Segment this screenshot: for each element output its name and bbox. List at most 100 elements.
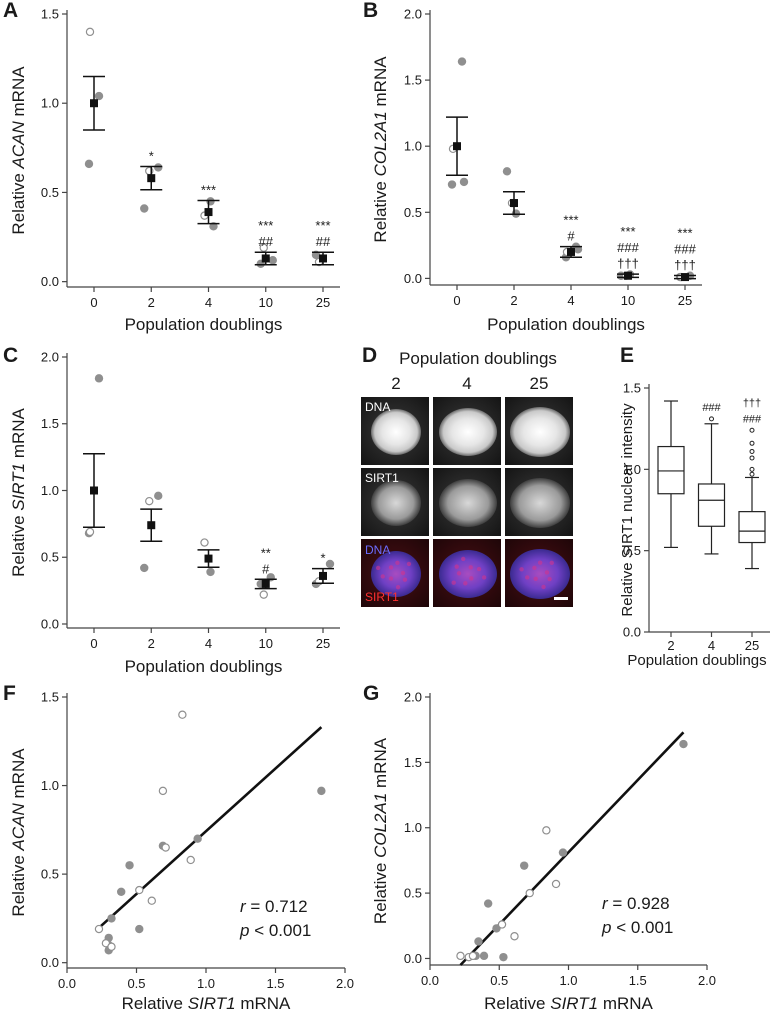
data-point-open <box>94 924 104 934</box>
data-point-open <box>456 951 465 961</box>
y-tick-label: 1.5 <box>41 7 59 22</box>
sirt1-signal <box>380 574 385 579</box>
y-tick-label: 2.0 <box>404 690 422 705</box>
data-point-filled <box>499 952 508 962</box>
chart-sirt1-mrna: 0 2 4 10 25 Population doublings 0.0 0.5 1.0 1.5 2… <box>9 350 340 676</box>
data-point-open <box>525 888 534 898</box>
data-point-open <box>468 951 478 961</box>
x-axis-label: Population doublings <box>125 315 283 334</box>
data-point-open <box>85 27 95 37</box>
mean-marker <box>319 571 327 580</box>
mean-marker <box>90 486 98 495</box>
significance-mark: # <box>567 229 575 244</box>
panel-label-e: E <box>620 344 634 367</box>
data-point-open <box>186 855 195 865</box>
chart-col2a1-mrna: 0 2 4 10 25 Population doublings 0.0 0.5 1.0 1.5 2… <box>371 7 702 334</box>
box <box>738 511 766 544</box>
sirt1-signal <box>461 556 466 562</box>
cell-nucleus <box>439 550 497 598</box>
micrograph-title: Population doublings <box>399 349 557 368</box>
data-point-filled <box>107 914 116 923</box>
significance-mark: *** <box>201 182 216 197</box>
sirt1-signal <box>469 576 474 581</box>
data-point-open <box>200 538 209 547</box>
significance-mark: *** <box>563 213 578 228</box>
stat-p-text: p < 0.001 <box>601 918 673 937</box>
x-tick-label: 10 <box>621 293 635 308</box>
sirt1-signal <box>468 565 473 570</box>
y-tick-label: 1.5 <box>41 416 59 431</box>
x-tick-label: 25 <box>745 638 759 653</box>
y-tick-label: 0.0 <box>41 955 59 970</box>
x-tick-label: 25 <box>316 295 330 310</box>
mean-marker <box>319 254 327 263</box>
mean-marker <box>681 273 689 282</box>
x-axis-label: Population doublings <box>125 657 283 676</box>
significance-mark: ††† <box>617 256 639 271</box>
cell-nucleus <box>510 549 570 599</box>
mean-marker <box>453 142 461 151</box>
panel-label-d: D <box>362 344 377 367</box>
cell-nucleus <box>510 407 570 457</box>
data-point-filled <box>479 951 489 961</box>
data-point-filled <box>447 180 457 189</box>
y-tick-label: 1.0 <box>623 462 641 477</box>
significance-mark: *** <box>258 218 273 233</box>
x-tick-label: 1.0 <box>197 976 215 991</box>
x-tick-label: 4 <box>205 636 212 651</box>
panel-label-g: G <box>363 682 379 705</box>
significance-mark: ## <box>259 234 274 249</box>
data-point-open <box>497 920 507 929</box>
data-point-filled <box>206 567 215 577</box>
data-point-open <box>85 527 95 537</box>
mean-marker <box>90 99 98 108</box>
y-tick-label: 0.5 <box>41 867 59 882</box>
micrograph-row-label: DNA <box>365 400 390 414</box>
data-point-open <box>510 932 519 941</box>
data-point-open <box>135 885 144 895</box>
x-tick-label: 2.0 <box>698 973 716 988</box>
mean-marker <box>510 199 518 208</box>
cell-nucleus <box>439 479 497 527</box>
chart-col2a1-vs-sirt1: 0.0 0.5 1.0 1.5 2.0 Relative SIRT1 mRNA 0.0 0.5… <box>371 690 716 1014</box>
sirt1-signal <box>541 584 546 590</box>
significance-mark: ### <box>674 241 696 256</box>
sirt1-signal <box>454 564 459 569</box>
significance-mark: ### <box>617 240 639 255</box>
data-point-open <box>259 590 268 599</box>
y-tick-label: 0.5 <box>404 205 422 220</box>
data-point-filled <box>206 197 215 206</box>
x-axis-label: Relative SIRT1 mRNA <box>122 994 291 1013</box>
sirt1-signal <box>533 576 538 582</box>
y-tick-label: 1.5 <box>404 73 422 88</box>
outlier-point <box>749 440 755 446</box>
x-tick-label: 2 <box>510 293 517 308</box>
scale-bar <box>554 597 568 600</box>
y-tick-label: 0.5 <box>623 543 641 558</box>
x-tick-label: 2 <box>667 638 674 653</box>
x-tick-label: 1.5 <box>266 976 284 991</box>
x-tick-label: 25 <box>678 293 692 308</box>
data-point-open <box>178 710 187 719</box>
cell-nucleus <box>510 478 570 528</box>
data-point-open <box>158 786 168 796</box>
data-point-open <box>259 243 268 252</box>
sirt1-signal <box>375 565 381 571</box>
x-tick-label: 0.0 <box>58 976 76 991</box>
sirt1-signal <box>547 576 552 582</box>
sirt1-signal <box>395 584 401 590</box>
x-tick-label: 0.0 <box>421 973 439 988</box>
cell-nucleus <box>371 409 421 455</box>
x-tick-label: 10 <box>259 636 273 651</box>
data-point-filled <box>325 559 335 569</box>
sirt1-signal <box>463 581 468 586</box>
sirt1-signal <box>481 575 487 580</box>
y-tick-label: 0.5 <box>404 886 422 901</box>
significance-mark: # <box>262 561 270 576</box>
sirt1-signal <box>532 565 537 570</box>
box <box>697 483 726 527</box>
sirt1-signal <box>525 575 530 580</box>
sirt1-signal <box>400 570 406 576</box>
data-point-filled <box>474 937 483 946</box>
